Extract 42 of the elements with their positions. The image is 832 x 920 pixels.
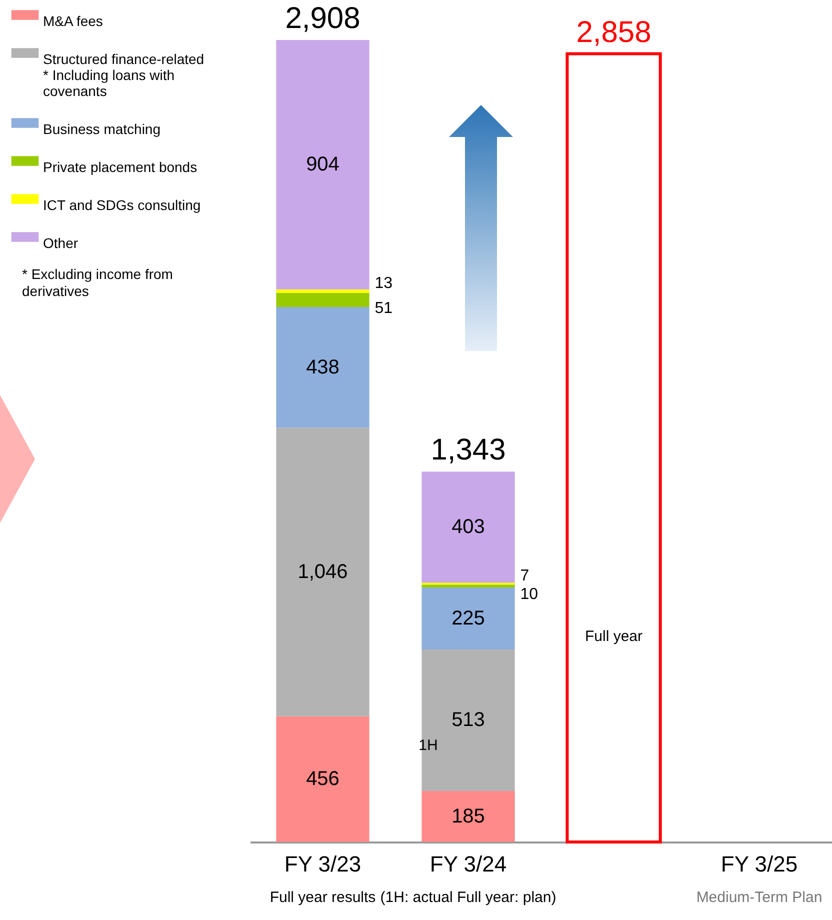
data-label: 225 xyxy=(452,607,485,630)
bar xyxy=(422,650,515,791)
total-label: 2,908 xyxy=(285,2,360,35)
text: * Excluding income from derivatives xyxy=(22,266,174,300)
data-label: 1,046 xyxy=(298,561,348,583)
x-tick-label: FY 3/25 xyxy=(720,852,798,876)
legend-label: Private placement bonds xyxy=(43,159,198,175)
bar xyxy=(276,292,370,307)
bar xyxy=(422,587,515,650)
x-tick-label: FY 3/24 xyxy=(430,852,507,876)
bar xyxy=(276,40,370,290)
text: Medium-Term Plan xyxy=(696,889,822,906)
data-label: 10 xyxy=(520,586,538,604)
annotation: Full year xyxy=(584,628,643,645)
text: Full year results xyxy=(270,889,376,906)
data-label: 51 xyxy=(374,300,393,317)
text: (1H: actual Full year: plan) xyxy=(380,889,556,906)
legend-label: Business matching xyxy=(43,121,161,137)
data-label: 513 xyxy=(452,709,485,732)
legend-label: M&A fees xyxy=(43,13,103,29)
x-tick-label: FY 3/23 xyxy=(284,852,362,876)
data-label: 438 xyxy=(306,356,340,378)
bar xyxy=(276,306,370,428)
data-label: 456 xyxy=(306,768,340,790)
bar xyxy=(422,472,515,583)
data-label: 185 xyxy=(452,805,485,828)
legend-label: ICT and SDGs consulting xyxy=(43,197,201,213)
data-label: 403 xyxy=(452,516,485,538)
bar xyxy=(422,790,515,842)
data-label: 7 xyxy=(520,568,530,585)
bar xyxy=(566,52,662,844)
annotation: 1H xyxy=(418,736,438,754)
legend-label: Structured finance-related * Including loans with covenants xyxy=(43,51,204,99)
data-label: 13 xyxy=(374,275,393,292)
bar xyxy=(422,584,515,588)
total-label: 2,858 xyxy=(576,16,652,49)
bar xyxy=(276,716,370,842)
bar xyxy=(276,289,370,293)
total-label: 1,343 xyxy=(430,434,506,467)
bar xyxy=(276,428,370,716)
data-label: 904 xyxy=(306,154,340,176)
legend-label: Other xyxy=(43,235,78,251)
